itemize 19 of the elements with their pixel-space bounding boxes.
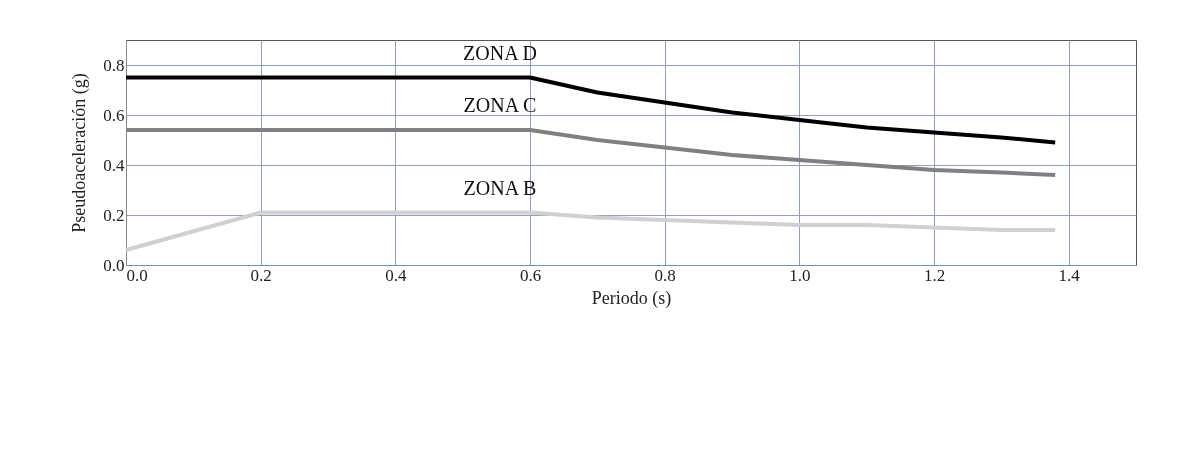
y-axis-title: Pseudoaceleración (g) bbox=[69, 73, 91, 233]
line-series bbox=[124, 75, 1058, 145]
x-tick-label: 0.0 bbox=[126, 265, 148, 285]
x-tick-label: 0.4 bbox=[385, 265, 407, 285]
line-series bbox=[124, 210, 1058, 252]
x-tick-label: 0.2 bbox=[250, 265, 272, 285]
series-label: ZONA D bbox=[463, 41, 537, 64]
x-tick-label: 0.6 bbox=[519, 265, 542, 285]
x-axis-title: Periodo (s) bbox=[591, 287, 672, 309]
series-label: ZONA C bbox=[463, 94, 537, 116]
y-tick-label: 0.6 bbox=[103, 105, 125, 125]
x-tick-label: 1.0 bbox=[789, 265, 811, 285]
x-tick-label: 1.4 bbox=[1058, 265, 1081, 285]
x-tick-label: 1.2 bbox=[923, 265, 946, 285]
y-tick-label: 0.4 bbox=[103, 155, 125, 175]
series-label: ZONA B bbox=[463, 176, 537, 199]
y-tick-label: 0.8 bbox=[103, 55, 125, 75]
y-tick-label: 0.2 bbox=[103, 205, 125, 225]
x-tick-label: 0.8 bbox=[654, 265, 676, 285]
